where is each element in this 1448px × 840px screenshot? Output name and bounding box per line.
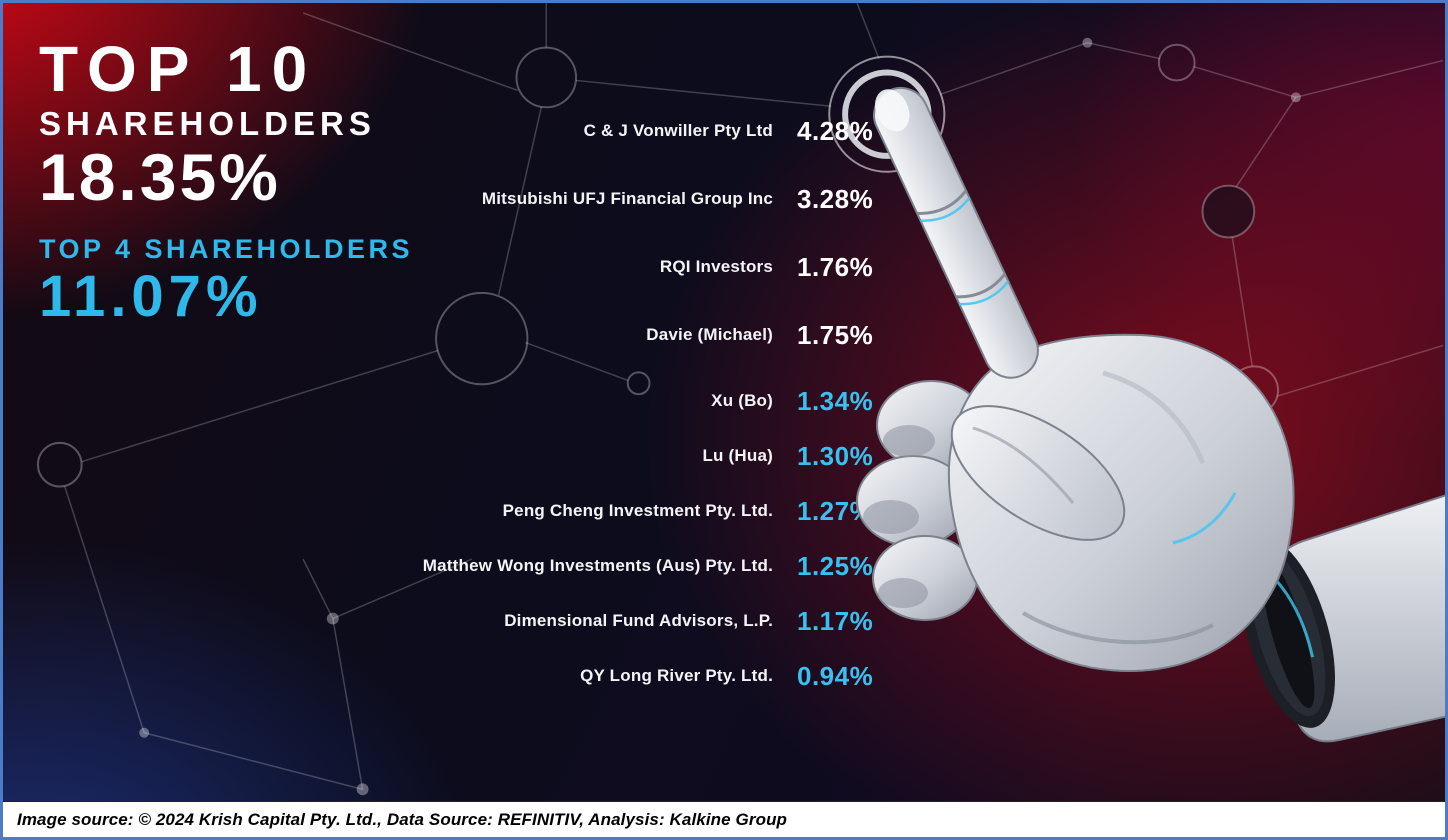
shareholder-value: 3.28% — [797, 183, 874, 214]
shareholder-value: 1.34% — [797, 385, 874, 416]
footer-bar: Image source: © 2024 Krish Capital Pty. … — [3, 801, 1445, 837]
shareholder-row: Peng Cheng Investment Pty. Ltd. 1.27% — [333, 491, 933, 531]
shareholder-list: C & J Vonwiller Pty Ltd 4.28% Mitsubishi… — [333, 109, 933, 711]
top10-title: TOP 10 — [39, 33, 318, 105]
shareholder-row: QY Long River Pty. Ltd. 0.94% — [333, 656, 933, 696]
top10-subtitle: SHAREHOLDERS — [39, 105, 376, 142]
shareholder-name: RQI Investors — [659, 257, 773, 276]
shareholder-value: 1.17% — [797, 605, 874, 636]
top4-percentage: 11.07% — [39, 264, 263, 330]
shareholder-name: Xu (Bo) — [711, 391, 773, 410]
shareholder-name: Mitsubishi UFJ Financial Group Inc — [481, 189, 773, 208]
headline-block: TOP 10 SHAREHOLDERS 18.35% TOP 4 SHAREHO… — [39, 37, 469, 329]
shareholder-row: Lu (Hua) 1.30% — [333, 436, 933, 476]
shareholder-row: Davie (Michael) 1.75% — [333, 313, 933, 357]
top4-title: TOP 4 SHAREHOLDERS — [39, 234, 414, 265]
robot-hand-illustration — [856, 87, 1445, 743]
shareholder-row: Matthew Wong Investments (Aus) Pty. Ltd.… — [333, 546, 933, 586]
shareholder-name: QY Long River Pty. Ltd. — [580, 666, 773, 685]
top10-percentage: 18.35% — [39, 140, 281, 214]
shareholder-value: 0.94% — [797, 660, 874, 691]
shareholder-name: Peng Cheng Investment Pty. Ltd. — [502, 501, 773, 520]
shareholder-row: C & J Vonwiller Pty Ltd 4.28% — [333, 109, 933, 153]
shareholder-row: Mitsubishi UFJ Financial Group Inc 3.28% — [333, 177, 933, 221]
shareholder-name: Matthew Wong Investments (Aus) Pty. Ltd. — [422, 556, 773, 575]
shareholder-value: 1.75% — [797, 319, 874, 350]
shareholder-row: Xu (Bo) 1.34% — [333, 381, 933, 421]
shareholder-name: Dimensional Fund Advisors, L.P. — [504, 611, 773, 630]
footer-credit: Image source: © 2024 Krish Capital Pty. … — [17, 809, 788, 829]
shareholder-value: 1.27% — [797, 495, 874, 526]
shareholder-name: Lu (Hua) — [702, 446, 773, 465]
shareholder-name: Davie (Michael) — [646, 325, 773, 344]
shareholder-row: Dimensional Fund Advisors, L.P. 1.17% — [333, 601, 933, 641]
shareholder-value: 1.76% — [797, 251, 874, 282]
shareholder-value: 1.30% — [797, 440, 874, 471]
shareholder-row: RQI Investors 1.76% — [333, 245, 933, 289]
shareholder-value: 4.28% — [797, 115, 874, 146]
shareholder-value: 1.25% — [797, 550, 874, 581]
shareholder-name: C & J Vonwiller Pty Ltd — [583, 121, 773, 140]
